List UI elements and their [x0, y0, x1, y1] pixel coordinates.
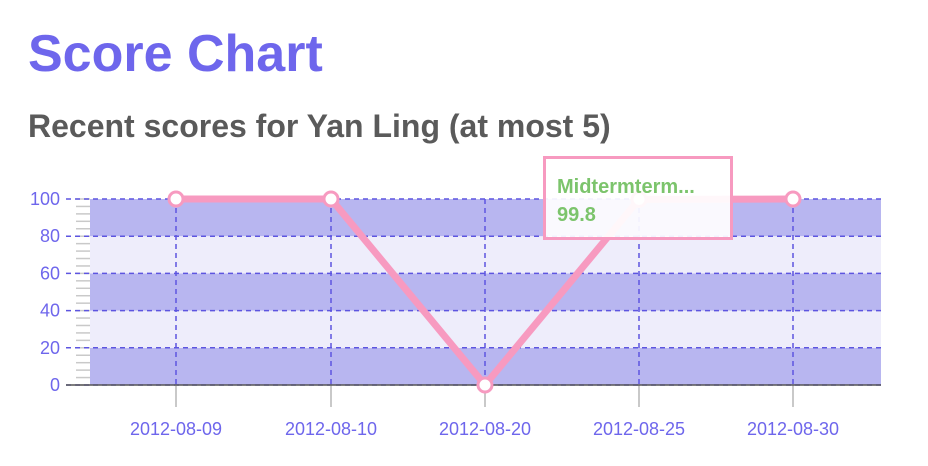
y-tick-label: 60: [40, 263, 60, 283]
data-tooltip: Midtermterm... 99.8: [543, 156, 733, 240]
x-tick-label: 2012-08-30: [747, 419, 839, 439]
y-tick-label: 100: [30, 189, 60, 209]
y-tick-label: 0: [50, 375, 60, 395]
chart-subtitle: Recent scores for Yan Ling (at most 5): [28, 108, 611, 144]
tooltip-label: Midtermterm...: [557, 176, 695, 198]
data-point: [167, 190, 185, 208]
data-point: [784, 190, 802, 208]
x-tick-label: 2012-08-25: [593, 419, 685, 439]
y-tick-label: 40: [40, 301, 60, 321]
data-point: [476, 376, 494, 394]
y-tick-label: 80: [40, 226, 60, 246]
x-tick-label: 2012-08-10: [285, 419, 377, 439]
y-tick-label: 20: [40, 338, 60, 358]
x-tick-label: 2012-08-20: [439, 419, 531, 439]
chart-title: Score Chart: [28, 25, 323, 83]
x-tick-label: 2012-08-09: [130, 419, 222, 439]
tooltip-value: 99.8: [557, 204, 596, 226]
data-point: [322, 190, 340, 208]
